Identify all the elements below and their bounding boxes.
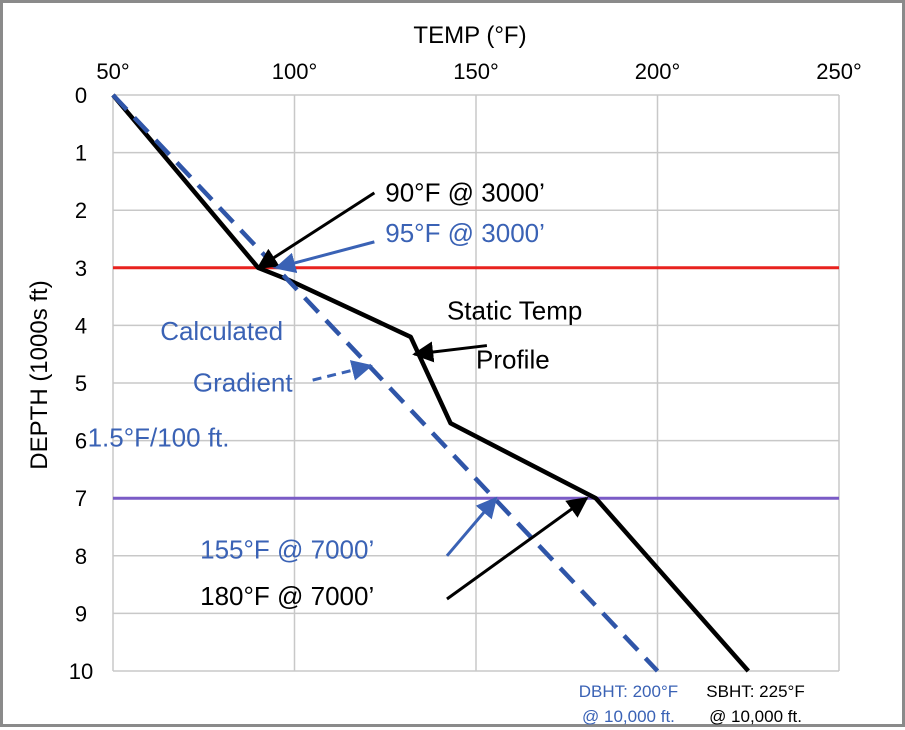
temperature-depth-chart: TEMP (°F) DEPTH (1000s ft) 50° 100° 150° 20… — [26, 22, 862, 726]
tick-labels: 50° 100° 150° 200° 250° 0 1 2 3 4 5 6 7 8 9 10 — [69, 59, 862, 684]
note-line: SBHT: 225°F — [706, 682, 804, 701]
annotation-label: Static Temp — [447, 296, 582, 326]
y-tick-label: 4 — [75, 313, 87, 338]
y-tick-label: 8 — [75, 544, 87, 569]
annotation-arrow — [312, 360, 373, 382]
y-tick-label: 10 — [69, 659, 93, 684]
y-axis-title: DEPTH (1000s ft) — [26, 280, 53, 469]
annotation-label: 180°F @ 7000’ — [200, 581, 374, 611]
note-line: @ 10,000 ft. — [582, 707, 675, 726]
x-tick-label: 150° — [453, 59, 499, 84]
y-tick-label: 9 — [75, 601, 87, 626]
annotation-arrow — [445, 496, 498, 557]
annotation-label: 95°F @ 3000’ — [385, 218, 545, 248]
annotation-arrow — [446, 496, 589, 601]
y-tick-label: 6 — [75, 429, 87, 454]
annotation-label: 1.5°F/100 ft. — [88, 422, 230, 452]
x-tick-label: 250° — [816, 59, 862, 84]
bottom-notes: DBHT: 200°F @ 10,000 ft. SBHT: 225°F @ 10,0… — [579, 682, 805, 726]
note-line: @ 10,000 ft. — [709, 707, 802, 726]
y-tick-label: 3 — [75, 256, 87, 281]
x-tick-label: 200° — [635, 59, 681, 84]
annotation-label: Calculated — [160, 316, 283, 346]
x-axis-title: TEMP (°F) — [413, 22, 526, 49]
y-tick-label: 2 — [75, 198, 87, 223]
y-tick-label: 5 — [75, 371, 87, 396]
x-tick-label: 50° — [96, 59, 129, 84]
annotations: 90°F @ 3000’ 95°F @ 3000’ Static Temp Profi… — [88, 178, 589, 611]
annotation-label: 155°F @ 7000’ — [200, 535, 374, 565]
y-tick-label: 0 — [75, 83, 87, 108]
annotation-arrow — [274, 240, 375, 274]
series-line — [111, 93, 660, 673]
x-tick-label: 100° — [272, 59, 318, 84]
y-tick-label: 7 — [75, 486, 87, 511]
annotation-arrow — [412, 341, 488, 363]
annotation-label: Gradient — [193, 368, 293, 398]
y-tick-label: 1 — [75, 141, 87, 166]
annotation-label: 90°F @ 3000’ — [385, 178, 545, 208]
note-line: DBHT: 200°F — [579, 682, 678, 701]
annotation-label: Profile — [476, 345, 550, 375]
